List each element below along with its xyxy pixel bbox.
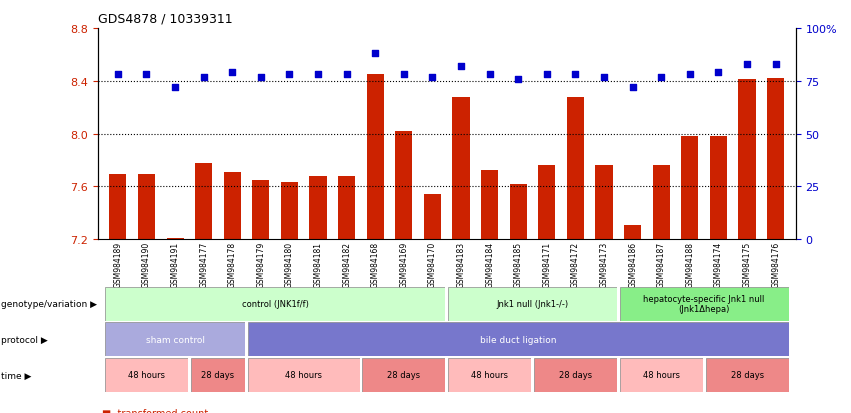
Point bbox=[454, 64, 468, 70]
Bar bbox=[567, 97, 584, 240]
Text: 48 hours: 48 hours bbox=[643, 370, 680, 380]
Point bbox=[368, 51, 382, 57]
Text: genotype/variation ▶: genotype/variation ▶ bbox=[1, 299, 97, 309]
Text: bile duct ligation: bile duct ligation bbox=[480, 335, 557, 344]
Point bbox=[226, 70, 239, 76]
Point bbox=[511, 76, 525, 83]
Bar bbox=[252, 180, 270, 240]
Bar bbox=[653, 166, 670, 240]
Bar bbox=[396, 132, 413, 240]
Bar bbox=[596, 166, 613, 240]
Text: 48 hours: 48 hours bbox=[285, 370, 323, 380]
Text: 28 days: 28 days bbox=[730, 370, 763, 380]
Text: time ▶: time ▶ bbox=[1, 370, 31, 380]
Point bbox=[568, 72, 582, 78]
Bar bbox=[682, 137, 699, 240]
Point bbox=[168, 85, 182, 91]
Text: Jnk1 null (Jnk1-/-): Jnk1 null (Jnk1-/-) bbox=[496, 299, 568, 309]
Point bbox=[426, 74, 439, 81]
Text: 48 hours: 48 hours bbox=[471, 370, 508, 380]
Point bbox=[397, 72, 411, 78]
Bar bbox=[710, 137, 727, 240]
Bar bbox=[281, 183, 298, 240]
Text: 28 days: 28 days bbox=[387, 370, 420, 380]
Point bbox=[625, 85, 639, 91]
Bar bbox=[195, 163, 212, 240]
Bar bbox=[539, 166, 556, 240]
Point bbox=[197, 74, 210, 81]
Point bbox=[540, 72, 554, 78]
Bar bbox=[109, 175, 127, 240]
Point bbox=[111, 72, 125, 78]
Point bbox=[740, 62, 754, 68]
Point bbox=[597, 74, 611, 81]
Text: hepatocyte-specific Jnk1 null
(Jnk1Δhepa): hepatocyte-specific Jnk1 null (Jnk1Δhepa… bbox=[643, 294, 765, 313]
Bar bbox=[338, 176, 355, 240]
Text: GDS4878 / 10339311: GDS4878 / 10339311 bbox=[98, 12, 232, 25]
Bar bbox=[739, 80, 756, 240]
Point bbox=[340, 72, 353, 78]
Point bbox=[483, 72, 496, 78]
Point bbox=[711, 70, 725, 76]
Point bbox=[140, 72, 153, 78]
Text: sham control: sham control bbox=[146, 335, 204, 344]
Text: ■  transformed count: ■ transformed count bbox=[102, 408, 208, 413]
Text: 28 days: 28 days bbox=[202, 370, 235, 380]
Text: 48 hours: 48 hours bbox=[128, 370, 165, 380]
Point bbox=[654, 74, 668, 81]
Text: protocol ▶: protocol ▶ bbox=[1, 335, 48, 344]
Bar bbox=[481, 171, 498, 240]
Bar bbox=[510, 184, 527, 240]
Point bbox=[311, 72, 325, 78]
Bar bbox=[424, 195, 441, 240]
Point bbox=[283, 72, 296, 78]
Bar bbox=[310, 176, 327, 240]
Bar bbox=[167, 238, 184, 240]
Text: control (JNK1f/f): control (JNK1f/f) bbox=[242, 299, 309, 309]
Text: 28 days: 28 days bbox=[559, 370, 592, 380]
Bar bbox=[367, 75, 384, 240]
Bar bbox=[624, 225, 642, 240]
Bar bbox=[767, 79, 785, 240]
Point bbox=[683, 72, 697, 78]
Point bbox=[254, 74, 268, 81]
Bar bbox=[138, 175, 155, 240]
Bar bbox=[453, 97, 470, 240]
Point bbox=[768, 62, 782, 68]
Bar bbox=[224, 172, 241, 240]
